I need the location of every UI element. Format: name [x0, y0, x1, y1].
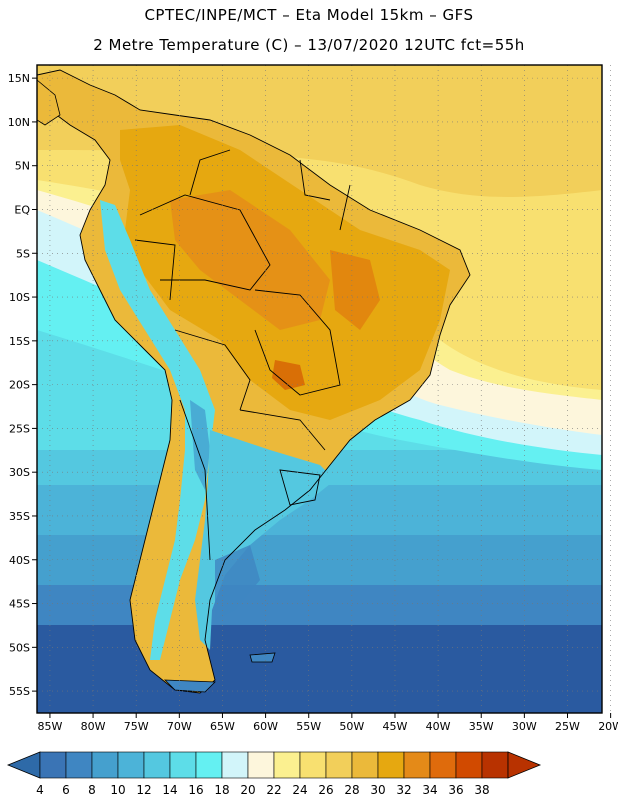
lon-tick-label: 40W	[426, 720, 451, 733]
lon-tick-label: 60W	[253, 720, 278, 733]
lon-tick-label: 85W	[38, 720, 63, 733]
land-andes-cold	[100, 200, 215, 660]
land-hottest-core	[170, 190, 330, 330]
lon-tick-label: 35W	[469, 720, 494, 733]
colorbar-label: 6	[62, 783, 70, 797]
colorbar-label: 28	[344, 783, 359, 797]
lon-tick-label: 80W	[81, 720, 106, 733]
lon-tick-label: 55W	[296, 720, 321, 733]
lon-tick-label: 45W	[383, 720, 408, 733]
colorbar-label: 26	[318, 783, 333, 797]
land-southern-cone	[195, 430, 335, 650]
lat-tick-label: EQ	[14, 203, 30, 216]
colorbar-label: 18	[214, 783, 229, 797]
lat-tick-label: 55S	[9, 685, 30, 698]
colorbar-swatch	[117, 751, 145, 779]
lat-tick-label: 50S	[9, 641, 30, 654]
ocean-band-28	[37, 65, 602, 197]
central-america	[37, 79, 61, 126]
colorbar-swatch	[169, 751, 197, 779]
lat-tick-label: 10N	[8, 116, 30, 129]
colorbar-label: 8	[88, 783, 96, 797]
longitude-labels: 85W 80W 75W 70W 65W 60W 55W 50W 45W 40W 35W 30W 25W 2…	[38, 720, 618, 733]
colorbar-swatch	[39, 751, 67, 779]
colorbar-label: 12	[136, 783, 151, 797]
colorbar-swatch	[221, 751, 249, 779]
colorbar-label: 10	[110, 783, 125, 797]
colorbar-label: 32	[396, 783, 411, 797]
colorbar-high-arrow	[507, 751, 542, 779]
tierra-del-fuego	[163, 679, 216, 693]
latitude-labels: 15N 10N 5N EQ 5S 10S 15S 20S 25S 30S 35S 40S 45S 50S 5…	[8, 72, 31, 698]
map-frame	[36, 64, 603, 714]
lat-tick-label: 30S	[9, 466, 30, 479]
map-field	[37, 65, 602, 713]
lat-tick-label: 15N	[8, 72, 30, 85]
colorbar-label: 16	[188, 783, 203, 797]
lon-tick-label: 50W	[339, 720, 364, 733]
colorbar-label: 14	[162, 783, 177, 797]
lon-tick-label: 30W	[512, 720, 537, 733]
falkland-islands	[249, 652, 276, 663]
land-patagonia-cold	[215, 545, 260, 620]
colorbar-swatch	[143, 751, 171, 779]
colorbar-label: 24	[292, 783, 307, 797]
colorbar-swatch	[377, 751, 405, 779]
land-andes-altiplano	[190, 400, 210, 490]
colorbar-swatch	[299, 751, 327, 779]
colorbar: 4 6 8 10 12 14 16 18 20 22 24 26 28 30 32 34 36 38	[6, 751, 542, 797]
colorbar-swatch	[351, 751, 379, 779]
colorbar-swatch	[247, 751, 275, 779]
colorbar-label: 34	[422, 783, 437, 797]
colorbar-swatch	[455, 751, 483, 779]
lon-tick-label: 70W	[167, 720, 192, 733]
lat-tick-label: 10S	[9, 291, 30, 304]
colorbar-label: 20	[240, 783, 255, 797]
map-subtitle: 2 Metre Temperature (C) – 13/07/2020 12U…	[93, 36, 525, 54]
lon-tick-label: 25W	[555, 720, 580, 733]
graticule	[32, 65, 612, 718]
country-borders	[37, 69, 471, 694]
lat-tick-label: 40S	[9, 554, 30, 567]
colorbar-swatch	[429, 751, 457, 779]
land-hot-spot-pantanal	[272, 360, 305, 390]
lat-tick-label: 20S	[9, 379, 30, 392]
lon-tick-label: 20W	[598, 720, 618, 733]
colorbar-swatch	[195, 751, 223, 779]
colorbar-label: 4	[36, 783, 44, 797]
lat-tick-label: 5S	[16, 247, 30, 260]
colorbar-swatch	[481, 751, 509, 779]
colorbar-swatch	[65, 751, 93, 779]
colorbar-label: 30	[370, 783, 385, 797]
lat-tick-label: 45S	[9, 598, 30, 611]
lat-tick-label: 25S	[9, 422, 30, 435]
colorbar-label: 36	[448, 783, 463, 797]
colorbar-swatch	[325, 751, 353, 779]
map-title: CPTEC/INPE/MCT – Eta Model 15km – GFS	[144, 6, 474, 24]
colorbar-low-arrow	[6, 751, 41, 779]
lat-tick-label: 15S	[9, 335, 30, 348]
lon-tick-label: 75W	[124, 720, 149, 733]
land-hot-spot-brazil	[330, 250, 380, 330]
colorbar-swatch	[403, 751, 431, 779]
colorbar-swatch	[91, 751, 119, 779]
lat-tick-label: 35S	[9, 510, 30, 523]
colorbar-swatch	[273, 751, 301, 779]
colorbar-label: 38	[474, 783, 489, 797]
lat-tick-label: 5N	[15, 160, 30, 173]
colorbar-label: 22	[266, 783, 281, 797]
lon-tick-label: 65W	[210, 720, 235, 733]
